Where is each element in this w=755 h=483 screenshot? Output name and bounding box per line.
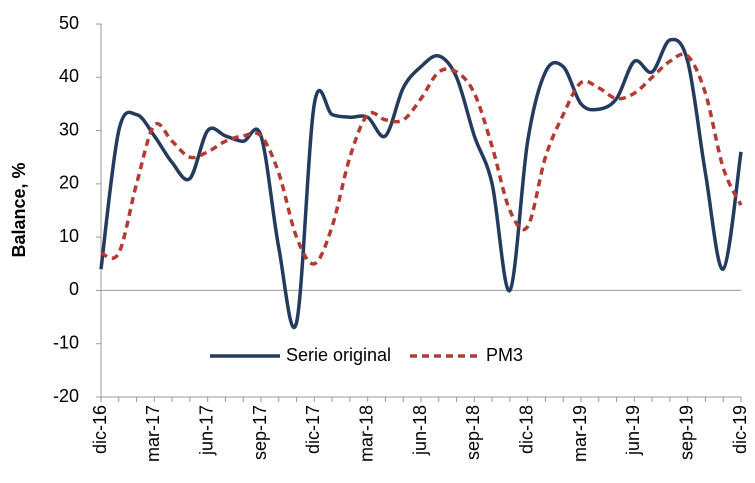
y-tick-label: -20 xyxy=(53,386,79,406)
x-tick-label: dic-18 xyxy=(516,405,536,454)
y-tick-label: 10 xyxy=(59,226,79,246)
x-tick-label: dic-19 xyxy=(730,405,750,454)
y-tick-label: 40 xyxy=(59,66,79,86)
x-tick-label: dic-17 xyxy=(303,405,323,454)
y-tick-label: 50 xyxy=(59,13,79,33)
y-tick-label: -10 xyxy=(53,332,79,352)
x-tick-label: sep-17 xyxy=(250,405,270,460)
y-axis-label: Balance, % xyxy=(9,162,29,257)
x-tick-label: sep-19 xyxy=(676,405,696,460)
series-line xyxy=(99,37,743,330)
legend-label: PM3 xyxy=(486,345,523,365)
x-tick-label: mar-18 xyxy=(356,405,376,462)
legend-label: Serie original xyxy=(286,345,391,365)
x-tick-label: sep-18 xyxy=(463,405,483,460)
series-line xyxy=(100,52,743,266)
x-tick-label: jun-19 xyxy=(623,405,643,456)
y-tick-label: 20 xyxy=(59,173,79,193)
x-tick-label: mar-19 xyxy=(570,405,590,462)
x-tick-label: mar-17 xyxy=(143,405,163,462)
x-tick-label: jun-17 xyxy=(196,405,216,456)
y-tick-label: 30 xyxy=(59,119,79,139)
y-tick-label: 0 xyxy=(69,279,79,299)
x-tick-label: jun-18 xyxy=(410,405,430,456)
x-tick-label: dic-16 xyxy=(90,405,110,454)
